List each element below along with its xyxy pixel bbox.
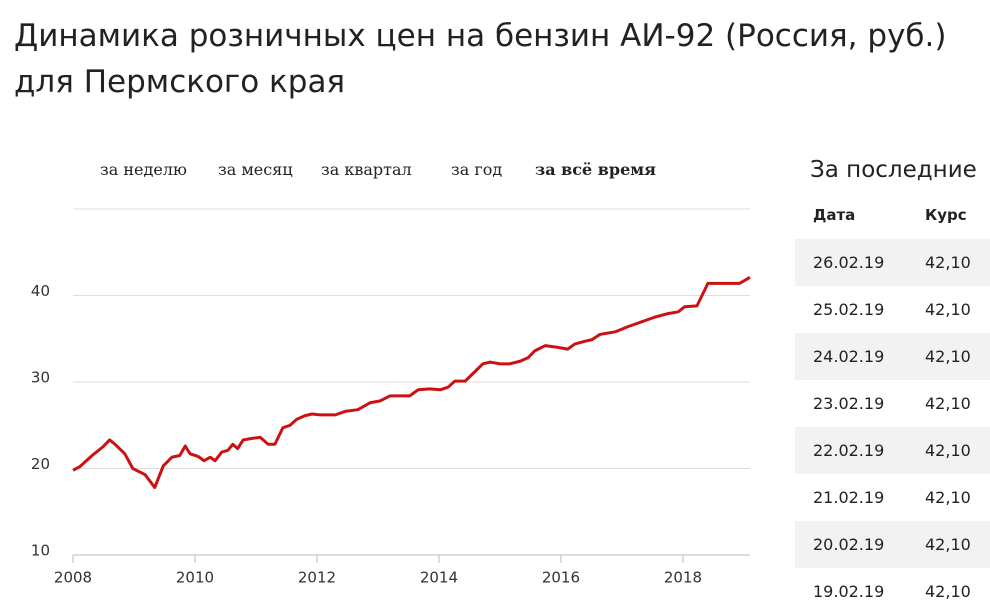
table-cell: 25.02.19 — [813, 300, 885, 319]
tab[interactable]: за год — [451, 160, 503, 179]
panel-title: За последние — [810, 157, 977, 183]
table-row: 19.02.19 42,10 — [795, 568, 990, 611]
table-row: 24.02.19 42,10 — [795, 333, 990, 380]
table-cell: 42,10 — [925, 488, 971, 507]
column-header: Дата — [813, 206, 856, 224]
x-tick-label: 2008 — [54, 569, 92, 587]
x-tick-label: 2016 — [542, 569, 580, 587]
y-tick-label: 40 — [31, 282, 50, 300]
table-cell: 42,10 — [925, 582, 971, 601]
tab[interactable]: за неделю — [100, 160, 187, 179]
table-cell: 42,10 — [925, 300, 971, 319]
table-cell: 20.02.19 — [813, 535, 885, 554]
rates-panel: За последние Дата Курс 26.02.19 42,10 25.02… — [795, 150, 990, 611]
table-cell: 22.02.19 — [813, 441, 885, 460]
table-cell: 42,10 — [925, 253, 971, 272]
x-tick-label: 2018 — [664, 569, 702, 587]
table-cell: 19.02.19 — [813, 582, 885, 601]
table-row: 25.02.19 42,10 — [795, 286, 990, 333]
tab[interactable]: за квартал — [321, 160, 412, 179]
y-tick-label: 20 — [31, 455, 50, 473]
table-row: 23.02.19 42,10 — [795, 380, 990, 427]
x-tick-label: 2010 — [176, 569, 214, 587]
x-tick-label: 2014 — [420, 569, 458, 587]
table-cell: 26.02.19 — [813, 253, 885, 272]
table-body: 26.02.19 42,10 25.02.19 42,10 24.02.19 42,10 2… — [795, 239, 990, 611]
table-row: 26.02.19 42,10 — [795, 239, 990, 286]
table-cell: 42,10 — [925, 535, 971, 554]
y-tick-label: 30 — [31, 369, 50, 387]
column-header: Курс — [925, 206, 967, 224]
table-cell: 23.02.19 — [813, 394, 885, 413]
chart: 10 20 30 40 2008 2010 2012 2014 2016 2018 — [31, 208, 751, 587]
table-row: 20.02.19 42,10 — [795, 521, 990, 568]
x-tick-label: 2012 — [298, 569, 336, 587]
tab[interactable]: за всё время — [535, 160, 656, 179]
price-line — [72, 276, 751, 490]
table-cell: 42,10 — [925, 441, 971, 460]
page-title: Динамика розничных цен на бензин АИ-92 (… — [14, 18, 947, 54]
table-cell: 42,10 — [925, 394, 971, 413]
table-cell: 24.02.19 — [813, 347, 885, 366]
table-cell: 42,10 — [925, 347, 971, 366]
table-cell: 21.02.19 — [813, 488, 885, 507]
table-header: Дата Курс — [795, 192, 990, 239]
y-tick-label: 10 — [31, 542, 50, 560]
table-row: 22.02.19 42,10 — [795, 427, 990, 474]
page-title: для Пермского края — [14, 64, 346, 100]
tab[interactable]: за месяц — [218, 160, 293, 179]
table-row: 21.02.19 42,10 — [795, 474, 990, 521]
